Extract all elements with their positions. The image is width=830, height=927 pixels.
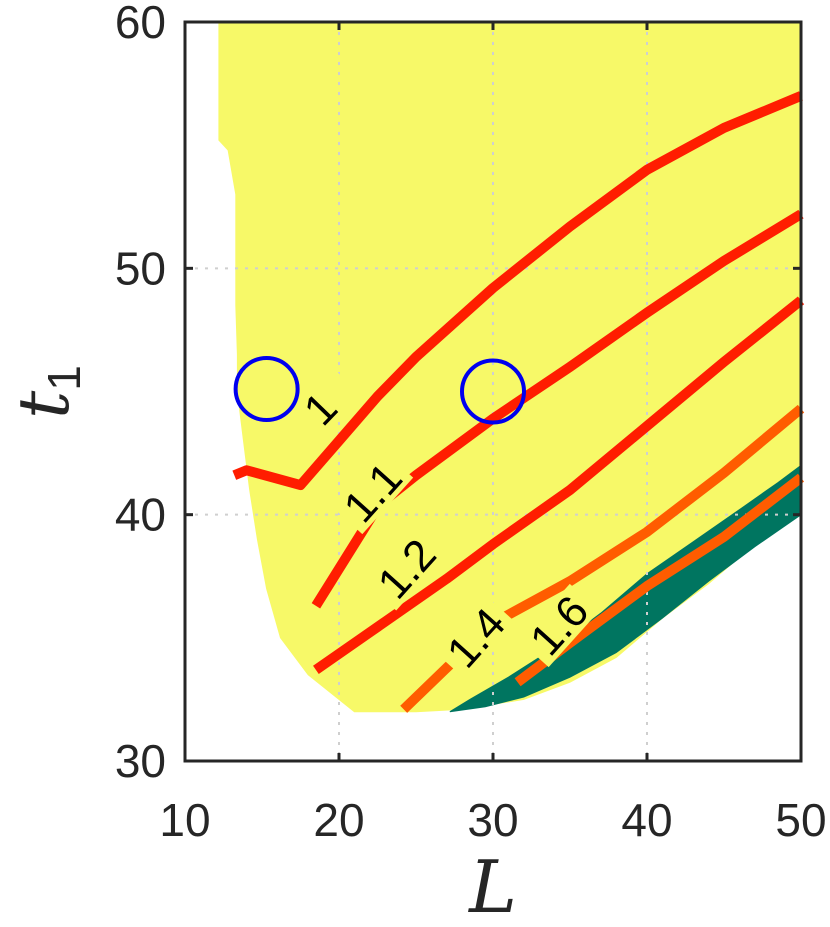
y-tick-label: 50 <box>115 242 166 294</box>
grid-lines <box>185 22 801 761</box>
x-tick-label: 10 <box>159 794 210 846</box>
contour-label-gap <box>332 450 414 535</box>
highlight-markers <box>233 356 526 425</box>
x-axis-label: L <box>467 845 517 927</box>
y-tick-label: 40 <box>115 489 166 541</box>
contour-label-gap <box>366 527 448 611</box>
x-tick-label: 30 <box>467 794 518 846</box>
x-tick-label: 50 <box>775 794 826 846</box>
contour-line-1 <box>232 91 803 491</box>
axis-ticks: 10 20 30 40 50 30 40 50 60 <box>115 0 827 846</box>
contour-line-1.2 <box>313 296 805 675</box>
y-axis-label: t1 <box>3 365 90 419</box>
marker-circle-1 <box>233 356 300 423</box>
y-tick-label: 30 <box>115 735 166 787</box>
marker-circle-2 <box>460 358 526 425</box>
x-tick-label: 20 <box>313 794 364 846</box>
x-tick-label: 40 <box>621 794 672 846</box>
svg-text:t1: t1 <box>3 365 90 419</box>
contour-labels: 11.11.21.4 1.6 <box>279 367 600 680</box>
contour-label-gap <box>279 367 362 450</box>
region-high <box>449 464 802 713</box>
contour-label-gap <box>518 583 600 668</box>
contour-label-gap <box>435 596 517 680</box>
y-tick-label: 60 <box>115 0 166 48</box>
y-axis-label-main: t <box>3 390 85 419</box>
y-axis-label-subscript: 1 <box>38 365 90 391</box>
